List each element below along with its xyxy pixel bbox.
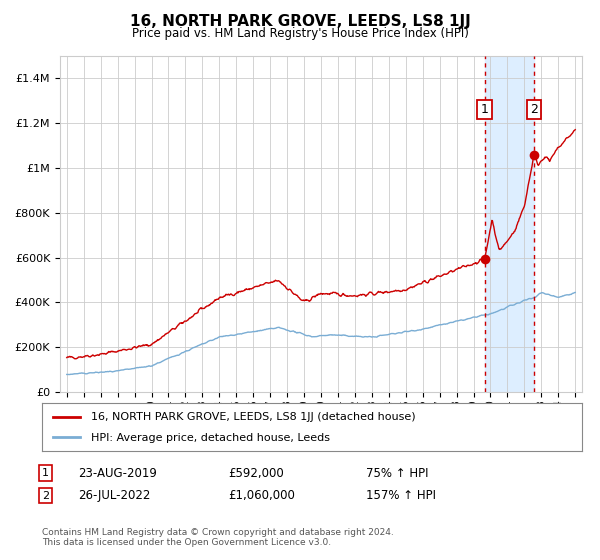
Text: Contains HM Land Registry data © Crown copyright and database right 2024.
This d: Contains HM Land Registry data © Crown c…: [42, 528, 394, 547]
Text: 157% ↑ HPI: 157% ↑ HPI: [366, 489, 436, 502]
Text: 1: 1: [481, 103, 488, 116]
Text: 2: 2: [42, 491, 49, 501]
Text: 16, NORTH PARK GROVE, LEEDS, LS8 1JJ: 16, NORTH PARK GROVE, LEEDS, LS8 1JJ: [130, 14, 470, 29]
Text: 2: 2: [530, 103, 538, 116]
Text: HPI: Average price, detached house, Leeds: HPI: Average price, detached house, Leed…: [91, 433, 329, 444]
Text: £1,060,000: £1,060,000: [228, 489, 295, 502]
Text: 16, NORTH PARK GROVE, LEEDS, LS8 1JJ (detached house): 16, NORTH PARK GROVE, LEEDS, LS8 1JJ (de…: [91, 413, 415, 422]
Text: 75% ↑ HPI: 75% ↑ HPI: [366, 466, 428, 480]
Text: 1: 1: [42, 468, 49, 478]
Text: £592,000: £592,000: [228, 466, 284, 480]
Text: Price paid vs. HM Land Registry's House Price Index (HPI): Price paid vs. HM Land Registry's House …: [131, 27, 469, 40]
Text: 23-AUG-2019: 23-AUG-2019: [78, 466, 157, 480]
Text: 26-JUL-2022: 26-JUL-2022: [78, 489, 151, 502]
Bar: [485, 56, 534, 392]
